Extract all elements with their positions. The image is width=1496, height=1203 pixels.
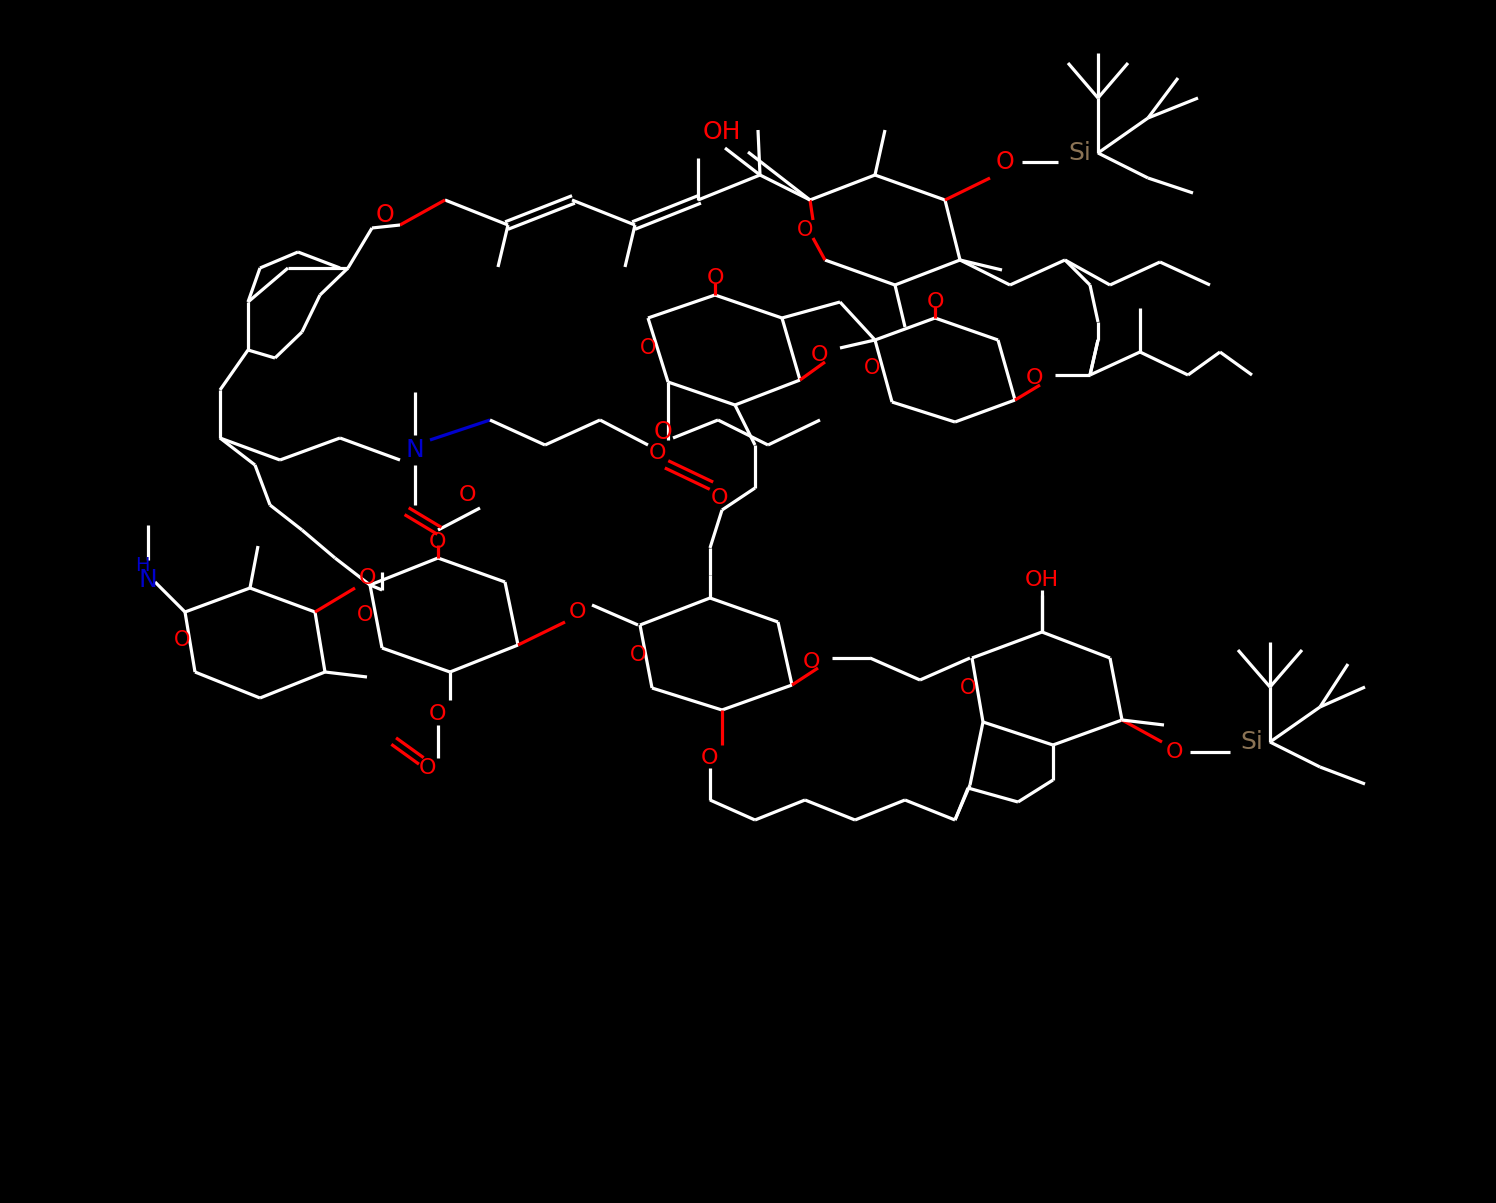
Text: OH: OH [1025,570,1059,589]
Text: O: O [174,630,190,650]
Text: N: N [139,568,157,592]
Text: O: O [706,268,724,288]
Text: O: O [640,338,657,358]
Text: O: O [960,678,977,698]
Text: O: O [459,485,477,505]
Text: O: O [702,748,718,768]
Text: O: O [630,645,646,665]
Text: O: O [375,203,395,227]
Text: O: O [359,568,377,588]
Text: O: O [1167,742,1183,761]
Text: O: O [803,652,821,672]
Text: O: O [996,150,1014,174]
Text: O: O [429,704,447,724]
Text: O: O [358,605,373,626]
Text: O: O [711,488,729,508]
Text: O: O [797,220,814,241]
Text: O: O [419,758,437,778]
Text: O: O [811,345,829,365]
Text: Si: Si [1068,141,1092,165]
Text: N: N [405,438,425,462]
Text: O: O [863,358,880,378]
Text: OH: OH [703,120,741,144]
Text: H: H [135,556,150,575]
Text: O: O [1026,368,1044,389]
Text: O: O [648,443,666,463]
Text: Si: Si [1240,730,1264,754]
Text: O: O [926,292,944,312]
Text: O: O [429,532,447,552]
Text: O: O [654,420,672,444]
Text: O: O [570,602,586,622]
